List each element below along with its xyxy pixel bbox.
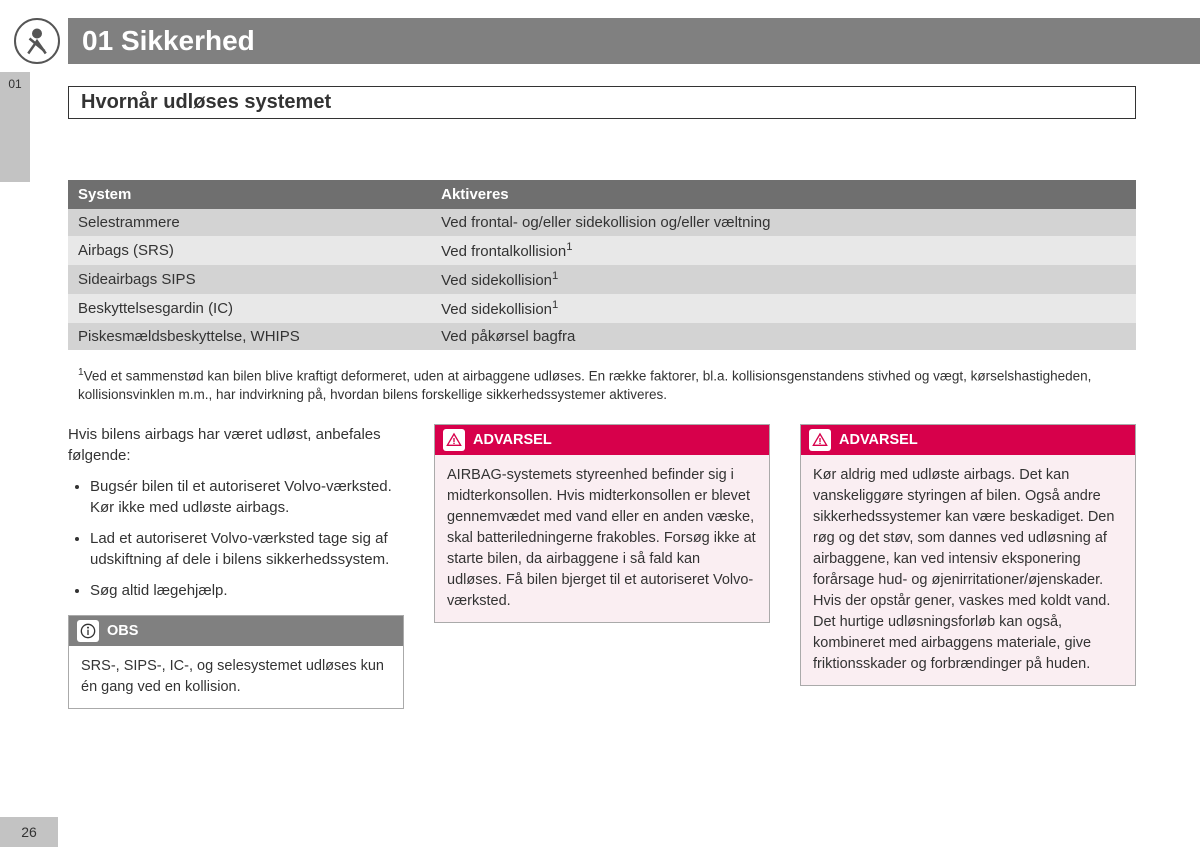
obs-body: SRS-, SIPS-, IC-, og selesystemet udløse… <box>69 646 403 708</box>
warning-title-1: ADVARSEL <box>473 432 552 448</box>
chapter-number: 01 <box>82 25 113 56</box>
table-header-activates: Aktiveres <box>431 180 1136 209</box>
table-row: Piskesmældsbeskyttelse, WHIPSVed påkørse… <box>68 323 1136 350</box>
list-item: Søg altid lægehjælp. <box>90 580 404 601</box>
table-cell-activates: Ved frontalkollision1 <box>431 236 1136 265</box>
warning-box-2: ADVARSEL Kør aldrig med udløste airbags.… <box>800 424 1136 686</box>
column-1: Hvis bilens airbags har været udløst, an… <box>68 424 404 709</box>
chapter-title-bar: 01 Sikkerhed <box>68 18 1200 64</box>
table-row: Beskyttelsesgardin (IC)Ved sidekollision… <box>68 294 1136 323</box>
col1-bullet-list: Bugsér bilen til et autoriseret Volvo-væ… <box>68 476 404 601</box>
table-footnote: 1Ved et sammenstød kan bilen blive kraft… <box>78 366 1126 404</box>
page-content: System Aktiveres SelestrammereVed fronta… <box>68 180 1136 709</box>
section-title: Hvornår udløses systemet <box>68 86 1136 119</box>
table-cell-system: Sideairbags SIPS <box>68 265 431 294</box>
chapter-title: Sikkerhed <box>121 25 255 56</box>
col1-intro: Hvis bilens airbags har været udløst, an… <box>68 424 404 466</box>
seatbelt-icon <box>14 18 60 64</box>
table-cell-system: Beskyttelsesgardin (IC) <box>68 294 431 323</box>
column-3: ADVARSEL Kør aldrig med udløste airbags.… <box>800 424 1136 709</box>
warning-title-2: ADVARSEL <box>839 432 918 448</box>
table-row: SelestrammereVed frontal- og/eller sidek… <box>68 209 1136 236</box>
table-cell-activates: Ved frontal- og/eller sidekollision og/e… <box>431 209 1136 236</box>
warning-box-1: ADVARSEL AIRBAG-systemets styreenhed bef… <box>434 424 770 623</box>
table-cell-system: Airbags (SRS) <box>68 236 431 265</box>
obs-title: OBS <box>107 623 138 639</box>
warning-body-1: AIRBAG-systemets styreenhed befinder sig… <box>435 455 769 622</box>
warning-icon <box>809 429 831 451</box>
warning-body-2: Kør aldrig med udløste airbags. Det kan … <box>801 455 1135 685</box>
column-2: ADVARSEL AIRBAG-systemets styreenhed bef… <box>434 424 770 709</box>
table-row: Sideairbags SIPSVed sidekollision1 <box>68 265 1136 294</box>
table-cell-activates: Ved sidekollision1 <box>431 294 1136 323</box>
warning-icon <box>443 429 465 451</box>
table-cell-system: Selestrammere <box>68 209 431 236</box>
footnote-text: Ved et sammenstød kan bilen blive krafti… <box>78 369 1091 402</box>
chapter-tab-label: 01 <box>8 77 21 91</box>
obs-box: OBS SRS-, SIPS-, IC-, og selesystemet ud… <box>68 615 404 709</box>
table-cell-system: Piskesmældsbeskyttelse, WHIPS <box>68 323 431 350</box>
table-cell-activates: Ved påkørsel bagfra <box>431 323 1136 350</box>
table-row: Airbags (SRS)Ved frontalkollision1 <box>68 236 1136 265</box>
chapter-tab: 01 <box>0 72 30 182</box>
table-header-system: System <box>68 180 431 209</box>
list-item: Bugsér bilen til et autoriseret Volvo-væ… <box>90 476 404 518</box>
info-icon <box>77 620 99 642</box>
table-cell-activates: Ved sidekollision1 <box>431 265 1136 294</box>
page-number: 26 <box>0 817 58 847</box>
system-table: System Aktiveres SelestrammereVed fronta… <box>68 180 1136 350</box>
list-item: Lad et autoriseret Volvo-værksted tage s… <box>90 528 404 570</box>
